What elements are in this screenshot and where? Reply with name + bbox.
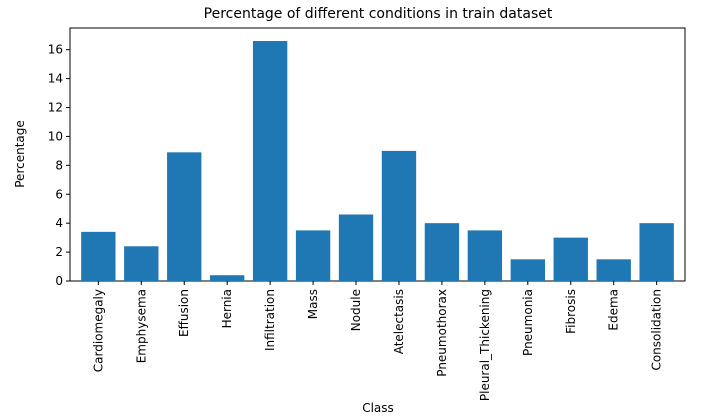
- bar-edema: [596, 259, 631, 281]
- bar-nodule: [338, 214, 374, 281]
- y-tick-label: 2: [55, 245, 63, 259]
- bar-hernia: [210, 275, 245, 281]
- bar-effusion: [167, 152, 202, 281]
- y-tick-label: 6: [55, 187, 63, 201]
- y-axis: 0 2 4 6 8 10 12 14 16: [48, 43, 70, 288]
- x-tick-label: Pneumonia: [521, 289, 535, 356]
- bar-mass: [295, 230, 331, 281]
- bar-infiltration: [252, 41, 288, 281]
- bar-fibrosis: [553, 237, 588, 281]
- x-tick-label: Consolidation: [650, 289, 664, 371]
- x-tick-label: Infiltration: [263, 289, 277, 351]
- x-axis-label: Class: [362, 401, 394, 415]
- bars-group: [81, 41, 674, 281]
- y-tick-label: 16: [48, 43, 63, 57]
- x-tick-label: Pneumothorax: [435, 289, 449, 377]
- y-axis-label: Percentage: [13, 120, 27, 188]
- x-tick-label: Cardiomegaly: [91, 289, 105, 372]
- bar-emphysema: [124, 246, 159, 281]
- x-tick-label: Mass: [306, 289, 320, 319]
- y-tick-label: 8: [55, 158, 63, 172]
- x-tick-label: Atelectasis: [392, 289, 406, 354]
- x-axis: Cardiomegaly Emphysema Effusion Hernia Infil…: [91, 281, 664, 401]
- bar-pneumothorax: [424, 223, 460, 281]
- x-tick-label: Fibrosis: [564, 289, 578, 334]
- x-tick-label: Edema: [607, 289, 621, 331]
- x-tick-label: Hernia: [220, 289, 234, 328]
- bar-pneumonia: [510, 259, 545, 281]
- bar-consolidation: [639, 223, 674, 281]
- y-tick-label: 10: [48, 129, 63, 143]
- chart-title: Percentage of different conditions in tr…: [204, 6, 553, 22]
- y-tick-label: 4: [55, 216, 63, 230]
- x-tick-label: Nodule: [349, 289, 363, 331]
- bar-atelectasis: [381, 150, 417, 281]
- x-tick-label: Emphysema: [134, 289, 148, 363]
- y-tick-label: 0: [55, 274, 63, 288]
- x-tick-label: Pleural_Thickening: [478, 289, 492, 401]
- y-tick-label: 14: [48, 72, 63, 86]
- bar-pleural-thickening: [467, 230, 503, 281]
- bar-cardiomegaly: [81, 231, 116, 281]
- x-tick-label: Effusion: [177, 289, 191, 337]
- plot-area: [69, 27, 686, 282]
- y-tick-label: 12: [48, 101, 63, 115]
